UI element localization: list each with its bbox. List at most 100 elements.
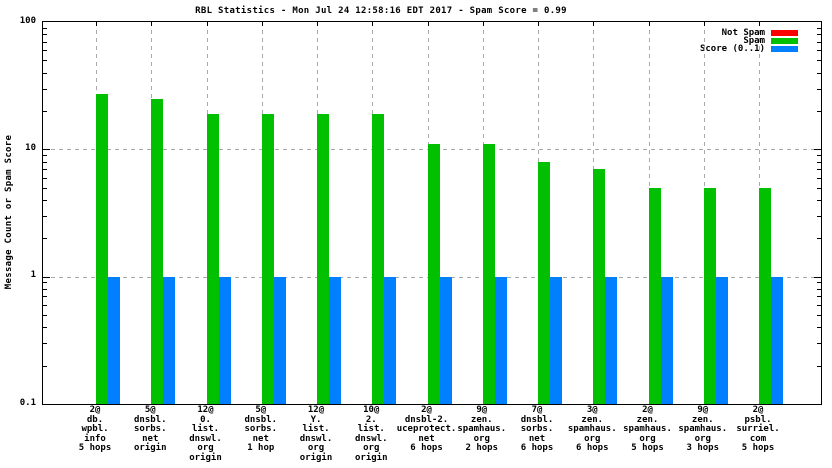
y-minor-tick	[43, 161, 47, 163]
bar-spam	[759, 187, 771, 404]
y-minor-tick	[817, 161, 821, 163]
y-minor-tick	[43, 27, 47, 29]
bar-score-0-1-	[550, 276, 562, 404]
y-minor-tick	[43, 282, 47, 284]
y-minor-tick	[817, 60, 821, 62]
bar-spam	[427, 144, 440, 404]
x-tick	[151, 22, 153, 26]
legend-swatch	[771, 38, 798, 44]
x-tick	[206, 22, 208, 26]
y-major-tick	[43, 149, 50, 151]
y-tick-label: 100	[19, 15, 36, 26]
bar-score-0-1-	[439, 276, 452, 404]
y-minor-tick	[817, 296, 821, 298]
x-tick	[427, 22, 429, 26]
y-minor-tick	[43, 111, 47, 112]
y-minor-tick	[43, 155, 47, 157]
x-tick	[648, 22, 650, 26]
y-minor-tick	[43, 215, 47, 217]
bar-score-0-1-	[771, 276, 783, 404]
bar-spam	[703, 187, 716, 404]
y-minor-tick	[817, 314, 821, 316]
y-minor-tick	[817, 200, 821, 201]
legend: Not Spam Spam Score (0..1)	[699, 28, 798, 54]
y-minor-tick	[43, 343, 47, 345]
y-minor-tick	[817, 215, 821, 217]
legend-label: Not Spam	[721, 28, 765, 38]
x-tick-label: 12@ Y. list. dnswl. org origin	[299, 405, 333, 463]
bar-score-0-1-	[605, 276, 618, 404]
x-tick-label: 2@ dnsbl-2. uceprotect. net 6 hops	[396, 405, 457, 453]
y-minor-tick	[817, 155, 821, 157]
legend-swatch	[771, 46, 798, 52]
bar-spam	[96, 94, 108, 404]
y-minor-tick	[817, 41, 821, 43]
y-minor-tick	[817, 111, 821, 112]
y-minor-tick	[817, 327, 821, 329]
bar-spam	[538, 161, 550, 404]
y-minor-tick	[817, 169, 821, 171]
bar-score-0-1-	[218, 276, 231, 404]
x-tick	[538, 22, 539, 26]
y-minor-tick	[817, 88, 821, 90]
y-minor-tick	[43, 50, 47, 52]
legend-row: Not Spam	[721, 28, 798, 38]
y-minor-tick	[43, 169, 47, 171]
legend-row: Spam	[743, 37, 798, 46]
x-tick-label: 2@ zen. spamhaus. org 5 hops	[623, 405, 672, 453]
x-tick	[759, 22, 760, 26]
x-tick-label: 10@ 2. list. dnswl. org origin	[354, 405, 388, 463]
legend-row: Score (0..1)	[699, 44, 798, 54]
y-minor-tick	[817, 72, 821, 74]
bar-score-0-1-	[108, 276, 120, 404]
y-minor-tick	[43, 177, 47, 179]
x-tick-label: 5@ dnsbl. sorbs. net 1 hop	[244, 405, 278, 453]
bar-score-0-1-	[384, 276, 397, 404]
y-minor-tick	[43, 88, 47, 90]
y-major-tick	[43, 276, 50, 278]
y-tick-label: 0.1	[19, 397, 36, 408]
bar-spam	[317, 113, 329, 404]
y-minor-tick	[817, 34, 821, 36]
chart-title: RBL Statistics - Mon Jul 24 12:58:16 EDT…	[195, 6, 567, 16]
x-tick-label: 3@ zen. spamhaus. org 6 hops	[567, 405, 617, 453]
x-tick-label: 9@ zen. spamhaus. org 2 hops	[457, 405, 507, 453]
y-minor-tick	[817, 50, 821, 52]
y-minor-tick	[817, 365, 821, 367]
bar-spam	[372, 113, 385, 404]
y-minor-tick	[43, 304, 47, 306]
y-minor-tick	[43, 296, 47, 298]
y-minor-tick	[43, 41, 47, 43]
y-major-tick	[814, 276, 821, 278]
y-minor-tick	[817, 289, 821, 290]
bar-score-0-1-	[494, 276, 507, 404]
bar-spam	[151, 98, 164, 404]
bar-score-0-1-	[163, 276, 176, 404]
y-minor-tick	[43, 289, 47, 290]
y-tick-label: 10	[25, 142, 36, 153]
bar-score-0-1-	[660, 276, 673, 404]
x-tick-label: 12@ 0. list. dnswl. org origin	[189, 405, 222, 463]
legend-swatch	[771, 30, 798, 36]
bar-score-0-1-	[715, 276, 728, 404]
x-tick	[261, 22, 263, 26]
x-tick	[317, 22, 318, 26]
x-tick-label: 5@ dnsbl. sorbs. net origin	[133, 405, 167, 453]
bar-spam	[593, 169, 606, 404]
x-tick	[593, 22, 595, 26]
y-minor-tick	[817, 304, 821, 306]
plot-area: Not Spam Spam Score (0..1)	[42, 21, 822, 405]
x-tick-label: 9@ zen. spamhaus. org 3 hops	[678, 405, 728, 453]
x-tick	[372, 22, 374, 26]
x-tick	[703, 22, 705, 26]
bar-spam	[261, 113, 274, 404]
y-minor-tick	[43, 187, 47, 189]
y-major-tick	[814, 149, 821, 151]
y-minor-tick	[43, 60, 47, 62]
legend-label: Score (0..1)	[699, 44, 765, 54]
y-minor-tick	[43, 34, 47, 36]
y-minor-tick	[43, 314, 47, 316]
y-axis-label: Message Count or Spam Score	[4, 134, 14, 290]
y-minor-tick	[817, 187, 821, 189]
